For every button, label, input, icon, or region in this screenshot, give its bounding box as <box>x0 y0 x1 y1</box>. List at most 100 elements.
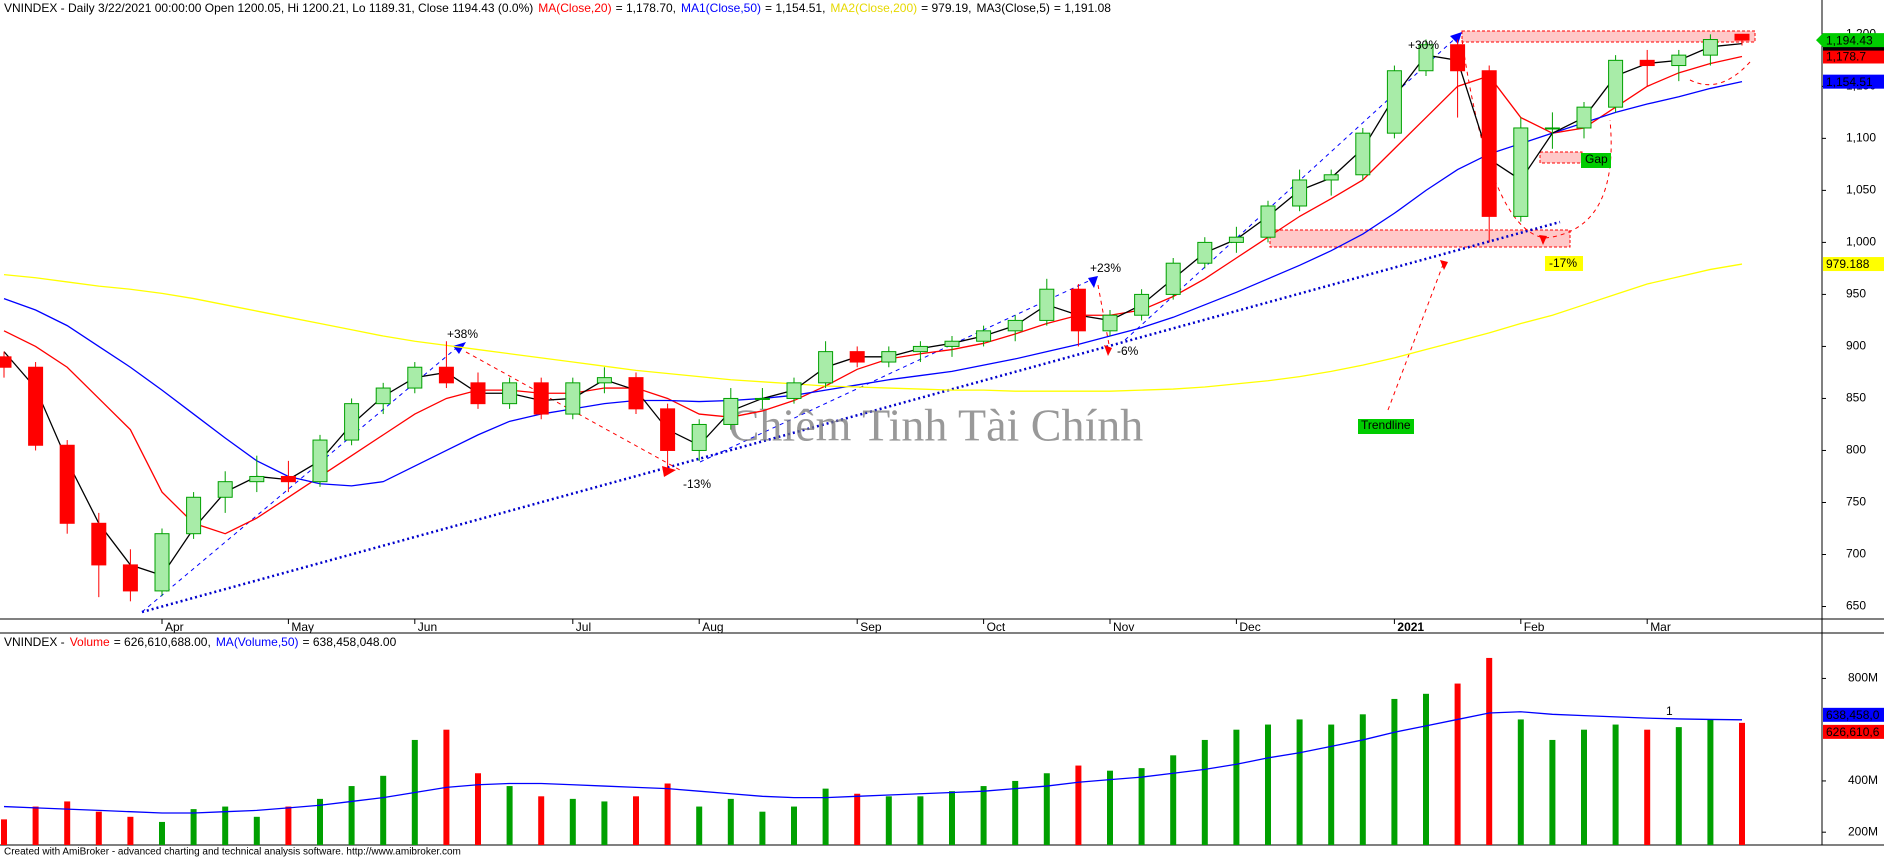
candle-body <box>91 522 107 566</box>
volume-bar <box>664 783 671 845</box>
price-tag: 979.188 <box>1826 257 1870 271</box>
volume-bar <box>1675 727 1682 845</box>
volume-bar <box>1612 724 1619 845</box>
price-tag-bg <box>1823 257 1884 272</box>
price-tag: 1,178.7 <box>1826 50 1866 64</box>
legend-value: = 979.19, <box>921 1 971 15</box>
candle-body <box>122 564 138 592</box>
y-tick-label: 950 <box>1846 287 1866 301</box>
volume-bar <box>506 786 513 845</box>
price-tag-bg <box>1823 724 1884 739</box>
volume-bar <box>380 775 387 845</box>
y-tick-label: 200M <box>1848 824 1878 838</box>
volume-bar <box>822 788 829 845</box>
volume-bar <box>791 806 797 845</box>
annotation: +30% <box>1408 38 1439 52</box>
candle-body <box>1355 132 1371 176</box>
volume-bar <box>1075 765 1082 845</box>
candle-body <box>849 351 865 363</box>
candle-body <box>438 366 454 384</box>
x-tick-label: Apr <box>165 620 184 634</box>
candle-body <box>344 403 360 441</box>
candle-body <box>312 439 328 483</box>
y-tick-label: 800 <box>1846 443 1866 457</box>
label-bg <box>1581 153 1611 168</box>
candle-body <box>1070 288 1086 332</box>
label-bg <box>1358 419 1414 434</box>
candle-body <box>28 366 44 446</box>
y-tick-label: 900 <box>1846 339 1866 353</box>
price-tag-bg <box>1823 707 1884 722</box>
candle-body <box>881 351 897 363</box>
volume-bar <box>159 821 165 845</box>
candle-body <box>1702 39 1718 56</box>
price-tag: 638,458,0 <box>1826 708 1880 722</box>
candle-body <box>1513 127 1529 217</box>
volume-bar <box>949 791 955 845</box>
swing-line <box>699 277 1096 463</box>
title-text: VNINDEX - <box>4 635 65 649</box>
volume-bar <box>1296 719 1303 845</box>
candle-body <box>596 377 612 384</box>
volume-bar <box>633 796 639 845</box>
ma-line <box>3 711 1743 814</box>
price-tag-bg <box>1823 33 1884 48</box>
volume-bar <box>190 809 197 845</box>
volume-bar <box>1 819 7 845</box>
y-tick-label: 1,000 <box>1846 235 1876 249</box>
candle-body <box>1608 59 1624 108</box>
volume-bar <box>1423 693 1429 845</box>
legend-name: Volume <box>70 635 110 649</box>
candle-body <box>1418 44 1434 72</box>
candle-body <box>1260 205 1276 238</box>
support-zone <box>1269 229 1571 248</box>
candle-body <box>912 345 928 353</box>
candle-body <box>280 475 296 483</box>
watermark: Chiêm Tinh Tài Chính <box>729 400 1144 451</box>
candle-body <box>1734 33 1750 41</box>
ma-line <box>3 263 1743 392</box>
volume-bar <box>475 773 481 845</box>
x-tick-label: Sep <box>860 620 882 634</box>
resistance-zone <box>1461 30 1756 43</box>
cup-curve <box>1461 39 1612 239</box>
candle-body <box>754 397 770 400</box>
pointer-line <box>1387 261 1445 411</box>
candle-body <box>1386 70 1402 134</box>
candle-body <box>0 356 12 368</box>
x-tick-label: Feb <box>1524 620 1545 634</box>
footer: Created with AmiBroker - advanced charti… <box>4 847 461 858</box>
candle-body <box>249 475 265 483</box>
legend-name: MA2(Close,200) <box>830 1 917 15</box>
annotation: Gap <box>1585 152 1608 166</box>
legend-name: MA(Volume,50) <box>216 635 299 649</box>
volume-bar <box>1707 719 1714 845</box>
candle-body <box>1007 319 1023 332</box>
trendline <box>141 220 1561 614</box>
volume-bar <box>127 816 134 845</box>
candle-body <box>818 351 834 384</box>
candle-body <box>1639 59 1655 67</box>
volume-bar <box>1517 719 1524 845</box>
arrow-head <box>662 466 676 477</box>
y-tick-label: 750 <box>1846 495 1866 509</box>
arrow-head <box>453 342 466 354</box>
candle-body <box>691 423 707 451</box>
volume-bar <box>32 806 39 845</box>
x-tick-label: 2021 <box>1397 620 1424 634</box>
volume-bar <box>1581 729 1587 845</box>
candle-body <box>1039 288 1055 321</box>
candle-body <box>723 397 739 425</box>
candle-body <box>502 382 518 405</box>
x-tick-label: Jun <box>418 620 437 634</box>
volume-bar <box>317 798 323 845</box>
candle-body <box>375 387 391 405</box>
arrow-head <box>1539 235 1547 245</box>
x-tick-label: Dec <box>1239 620 1260 634</box>
volume-bar <box>1486 657 1493 845</box>
tag-pointer <box>1816 33 1823 48</box>
volume-bar <box>1454 683 1461 845</box>
price-tag-bg <box>1823 49 1884 64</box>
